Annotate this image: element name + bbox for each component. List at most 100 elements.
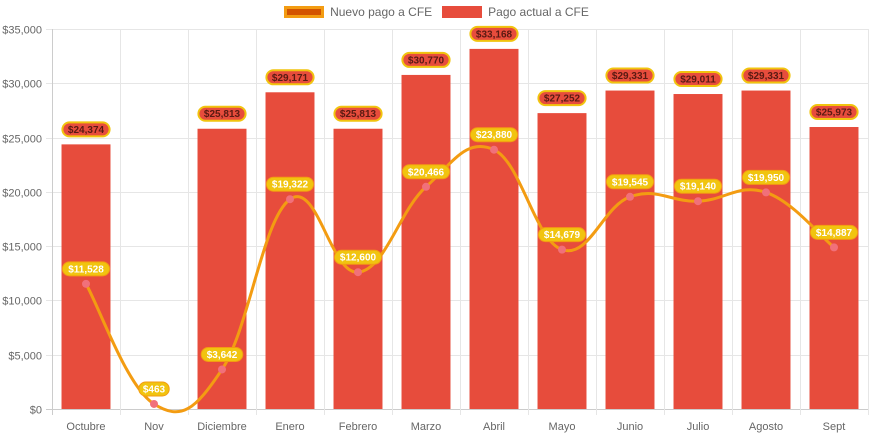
- bar-label-bg: [265, 69, 315, 86]
- legend-item-nuevo-pago[interactable]: Nuevo pago a CFE: [284, 5, 432, 19]
- line-point: [286, 195, 294, 204]
- bar-data-label: $25,813: [340, 109, 377, 120]
- line-point: [558, 245, 566, 254]
- grid: [46, 29, 869, 415]
- x-tick-label: Agosto: [749, 421, 783, 433]
- line-data-label: $3,642: [207, 350, 238, 361]
- bar: [537, 113, 587, 409]
- line-series: [82, 144, 838, 414]
- x-tick-label: Junio: [617, 421, 643, 433]
- y-tick-label: $30,000: [2, 79, 42, 91]
- bar-data-label: $29,171: [272, 73, 309, 84]
- bar-data-label: $24,374: [68, 125, 105, 136]
- x-tick-label: Enero: [275, 421, 304, 433]
- bar-data-label: $30,770: [408, 55, 445, 66]
- bar-data-label: $29,011: [680, 75, 716, 86]
- legend-item-pago-actual[interactable]: Pago actual a CFE: [442, 5, 589, 19]
- line-label-bg: [605, 174, 655, 190]
- bar-data-label: $25,813: [204, 109, 241, 120]
- bar: [605, 90, 655, 410]
- bar-series: [61, 48, 859, 410]
- bar-label-bg: [469, 25, 519, 42]
- bar: [469, 48, 519, 409]
- line-point: [490, 145, 498, 154]
- line-data-label: $14,679: [544, 230, 581, 241]
- line-data-label: $23,880: [476, 130, 513, 141]
- bar-label-bg: [741, 67, 791, 84]
- legend-swatch-bar: [442, 6, 483, 18]
- line-data-label: $11,528: [68, 264, 104, 275]
- line-data-label: $12,600: [340, 253, 377, 264]
- line-label-bg: [401, 164, 451, 180]
- bar-label-bg: [673, 71, 723, 88]
- y-tick-label: $15,000: [2, 242, 42, 254]
- y-tick-label: $10,000: [2, 296, 42, 308]
- x-tick-label: Sept: [823, 421, 846, 433]
- y-tick-label: $35,000: [2, 25, 42, 37]
- line-label-bg: [200, 346, 244, 362]
- bar-label-bg: [401, 51, 451, 68]
- line-data-label: $19,322: [272, 180, 309, 191]
- x-axis: Octubre Nov Diciembre Enero Febrero Marzo Abri…: [66, 421, 845, 433]
- bar: [401, 74, 451, 409]
- bar-label-bg: [605, 67, 655, 84]
- bar-data-label: $29,331: [612, 71, 649, 82]
- line-data-label: $463: [143, 384, 166, 395]
- bar-label-bg: [537, 90, 587, 107]
- legend: Nuevo pago a CFE Pago actual a CFE: [0, 5, 873, 19]
- x-tick-label: Julio: [687, 421, 710, 433]
- line-data-label: $19,545: [612, 177, 649, 188]
- line-point: [830, 243, 838, 252]
- line-label-bg: [469, 127, 519, 143]
- bar: [741, 90, 791, 410]
- bar-labels: $24,374 $25,813 $29,171 $25,813 $30,770 $33,1…: [61, 25, 859, 138]
- x-tick-label: Marzo: [411, 421, 442, 433]
- y-tick-label: $5,000: [8, 351, 42, 363]
- line-point: [354, 268, 362, 277]
- line-point: [762, 188, 770, 197]
- legend-swatch-line: [284, 6, 325, 18]
- y-tick-label: $0: [30, 405, 42, 417]
- line-data-label: $19,140: [680, 182, 717, 193]
- bar-data-label: $29,331: [748, 71, 785, 82]
- line-point: [694, 197, 702, 206]
- x-tick-label: Febrero: [339, 421, 378, 433]
- line-data-label: $14,887: [816, 228, 853, 239]
- line-label-bg: [537, 227, 587, 243]
- x-tick-label: Mayo: [549, 421, 576, 433]
- line-label-bg: [741, 169, 791, 185]
- bar: [197, 128, 247, 409]
- line-label-bg: [138, 381, 170, 397]
- legend-label: Nuevo pago a CFE: [330, 5, 433, 19]
- x-tick-label: Octubre: [66, 421, 105, 433]
- bar: [265, 92, 315, 409]
- bar-label-bg: [809, 104, 859, 121]
- bar-label-bg: [333, 105, 383, 122]
- bar-data-label: $25,973: [816, 108, 853, 119]
- line-point: [82, 279, 90, 288]
- line-labels: $11,528 $463 $3,642 $19,322 $12,600 $20,466 $2…: [61, 127, 859, 397]
- x-tick-label: Abril: [483, 421, 505, 433]
- line-label-bg: [809, 224, 859, 240]
- line-data-label: $19,950: [748, 173, 785, 184]
- legend-label: Pago actual a CFE: [488, 5, 589, 19]
- line-point: [218, 365, 226, 374]
- line-label-bg: [265, 176, 315, 192]
- line-point: [422, 182, 430, 191]
- bar-data-label: $33,168: [476, 29, 513, 40]
- line-point: [626, 192, 634, 201]
- bar: [809, 127, 859, 409]
- x-tick-label: Diciembre: [197, 421, 247, 433]
- line-point: [150, 399, 158, 408]
- bar-label-bg: [61, 121, 111, 138]
- bar: [61, 144, 111, 410]
- x-tick-label: Nov: [144, 421, 164, 433]
- y-tick-label: $25,000: [2, 134, 42, 146]
- bar: [673, 94, 723, 409]
- line-data-label: $20,466: [408, 167, 445, 178]
- y-axis: $0 $5,000 $10,000 $15,000 $20,000 $25,000 $30,…: [2, 25, 42, 417]
- bar-data-label: $27,252: [544, 94, 581, 105]
- line-label-bg: [333, 249, 383, 265]
- line-label-bg: [61, 261, 111, 277]
